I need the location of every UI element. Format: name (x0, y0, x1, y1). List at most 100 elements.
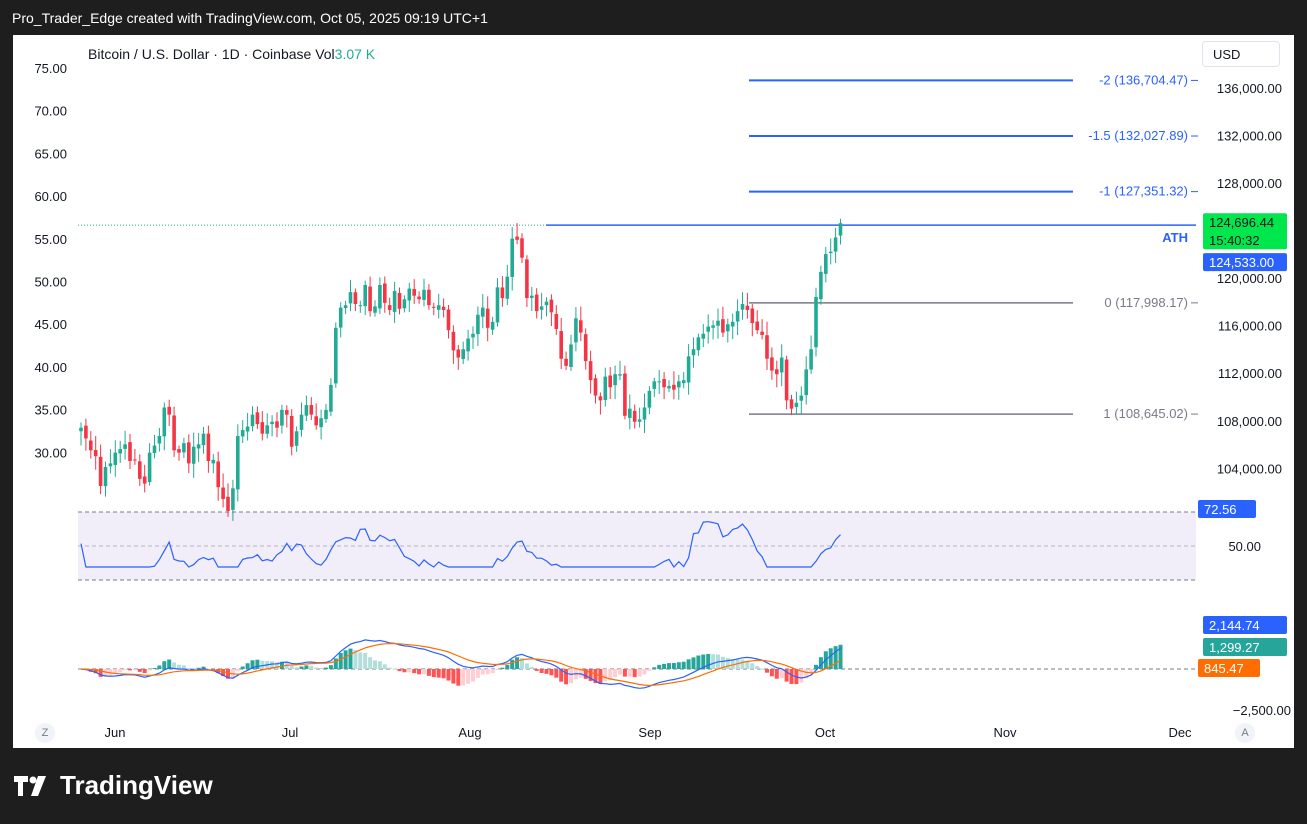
macd-histogram-bar (128, 669, 132, 671)
macd-histogram-bar (725, 657, 730, 669)
macd-histogram-bar (157, 665, 162, 669)
candle-body (510, 238, 514, 277)
macd-histogram-bar (750, 663, 755, 669)
macd-histogram-bar (436, 669, 441, 678)
symbol-title[interactable]: Bitcoin / U.S. Dollar · 1D · Coinbase (88, 46, 312, 62)
last-price-badge: 124,696.44 (1209, 215, 1274, 230)
macd-histogram-bar (520, 658, 524, 669)
candle-body (157, 436, 162, 444)
symbol-legend[interactable]: Bitcoin / U.S. Dollar · 1D · Coinbase Vo… (88, 46, 375, 62)
macd-histogram-bar (632, 669, 637, 678)
macd-histogram-bar (662, 663, 667, 669)
macd-histogram-bar (137, 669, 142, 672)
candle-body (721, 319, 725, 333)
candle-body (623, 373, 627, 416)
candle-body (632, 410, 637, 422)
macd-histogram-bar (147, 669, 152, 671)
macd-histogram-bar (569, 669, 573, 684)
macd-line-badge-bg (1203, 616, 1287, 634)
chart-canvas[interactable]: -2 (136,704.47) -1.5 (132,027.89) -1 (127,… (13, 35, 1294, 748)
candle-body (784, 359, 789, 401)
macd-histogram-bar (343, 650, 348, 669)
macd-histogram-bar (289, 666, 294, 669)
left-axis-tick: 50.00 (34, 275, 67, 290)
chart-panel[interactable]: Bitcoin / U.S. Dollar · 1D · Coinbase Vo… (13, 35, 1294, 748)
macd-histogram-bar (814, 664, 818, 669)
macd-histogram-bar (686, 659, 691, 669)
candle-body (93, 450, 98, 457)
candle-body (779, 357, 784, 373)
candle-body (407, 288, 412, 301)
candle-body (833, 237, 838, 252)
macd-histogram-bar (691, 657, 696, 669)
macd-signal-line (80, 642, 841, 687)
macd-histogram-bar (730, 659, 735, 669)
candle-body (574, 318, 578, 343)
macd-histogram-bar (838, 644, 843, 669)
candle-body (133, 459, 137, 461)
time-axis-tick: Nov (993, 725, 1017, 740)
zoom-button[interactable]: Z (35, 723, 55, 743)
macd-histogram-bar (103, 669, 108, 677)
left-axis-tick: 30.00 (34, 445, 67, 460)
macd-histogram-bar (142, 669, 147, 674)
candle-body (554, 314, 559, 329)
candle-body (128, 442, 132, 461)
candle-body (525, 259, 529, 299)
macd-histogram-bar (559, 669, 564, 682)
candle-body (98, 456, 103, 486)
macd-histogram-bar (583, 669, 588, 679)
macd-histogram-bar (515, 657, 520, 669)
candle-body (662, 378, 666, 388)
left-axis-tick: 60.00 (34, 189, 67, 204)
macd-histogram-bar (456, 669, 461, 686)
candle-body (677, 381, 681, 388)
fib-label: -1.5 (132,027.89) (1088, 128, 1188, 143)
macd-histogram-bar (417, 669, 422, 675)
currency-button[interactable]: USD (1202, 41, 1280, 67)
macd-histogram-bar (667, 663, 671, 669)
chart-header: Pro_Trader_Edge created with TradingView… (12, 10, 488, 26)
macd-histogram-bar (299, 666, 304, 669)
macd-histogram-bar (544, 669, 549, 674)
candle-body (760, 331, 764, 335)
price-axis-tick: 120,000.00 (1217, 271, 1282, 286)
auto-scale-button[interactable]: A (1235, 723, 1255, 743)
macd-histogram-bar (260, 660, 265, 669)
candle-body (598, 396, 603, 401)
macd-histogram-bar (809, 669, 814, 674)
candle-body (642, 407, 647, 420)
volume-label: Vol (315, 46, 335, 62)
rsi-pane: 50.00 (78, 511, 1261, 581)
macd-histogram-bar (324, 667, 328, 669)
candle-body (446, 309, 451, 331)
candle-body (378, 285, 382, 309)
candle-body (569, 344, 573, 367)
macd-histogram-bar (495, 669, 500, 670)
tradingview-logo[interactable]: TradingView (14, 770, 213, 801)
candle-body (162, 407, 167, 437)
candle-body (711, 325, 715, 328)
macd-histogram-bar (765, 669, 769, 673)
macd-histogram-bar (373, 660, 377, 669)
candle-body (466, 338, 470, 352)
candle-body (299, 414, 304, 430)
candle-body (686, 356, 691, 383)
rsi-line (80, 521, 841, 568)
macd-histogram-bar (309, 665, 314, 669)
candle-body (750, 308, 755, 324)
candle-body (304, 405, 309, 416)
macd-histogram-bar (270, 661, 275, 669)
macd-histogram-bar (740, 659, 745, 669)
candle-body (113, 452, 118, 465)
macd-histogram-bar (387, 667, 392, 669)
macd-histogram-bar (319, 667, 324, 669)
candle-body (206, 433, 211, 461)
candle-body (417, 296, 421, 300)
macd-histogram-bar (769, 669, 774, 677)
candle-body (338, 307, 343, 328)
candle-body (167, 406, 171, 415)
macd-histogram-bar (549, 669, 554, 676)
candle-body (427, 289, 431, 306)
macd-histogram-bar (426, 669, 431, 676)
